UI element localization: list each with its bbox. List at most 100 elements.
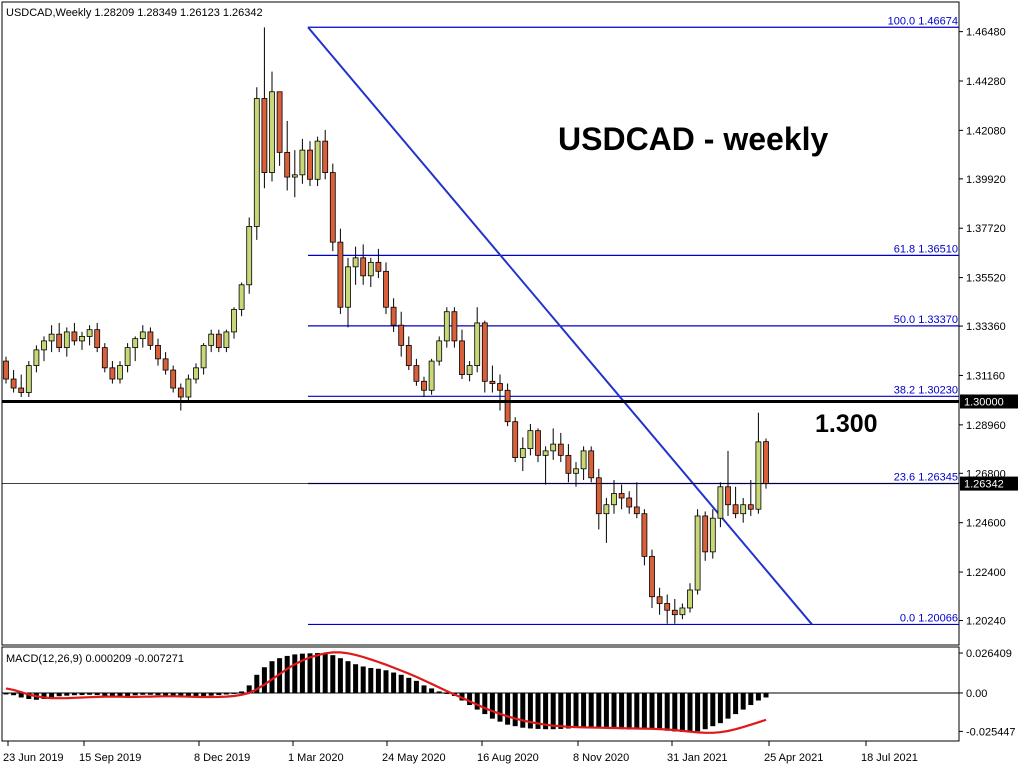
macd-bar bbox=[56, 692, 62, 697]
level-annotation: 1.300 bbox=[815, 410, 878, 438]
macd-bar bbox=[3, 692, 9, 695]
macd-bar bbox=[18, 692, 24, 698]
macd-label: MACD(12,26,9) 0.000209 -0.007271 bbox=[6, 653, 184, 665]
x-tick-label: 18 Jul 2021 bbox=[861, 752, 918, 764]
macd-bar bbox=[527, 692, 533, 729]
y-tick-label: 1.44280 bbox=[966, 76, 1006, 88]
candle-body bbox=[405, 344, 412, 366]
macd-bar bbox=[649, 692, 655, 730]
macd-bar bbox=[368, 668, 374, 693]
candle-body bbox=[360, 257, 367, 277]
trendline bbox=[307, 26, 813, 626]
candle-body bbox=[155, 344, 161, 360]
candles bbox=[3, 27, 769, 624]
candle-body bbox=[725, 486, 731, 506]
candle-body bbox=[611, 493, 617, 506]
price-tag-box bbox=[960, 394, 1018, 409]
macd-bar bbox=[748, 692, 754, 706]
candle-body bbox=[208, 333, 215, 346]
candle-body bbox=[261, 98, 268, 173]
macd-bar bbox=[664, 692, 670, 731]
macd-bar bbox=[223, 692, 229, 695]
trendline-layer bbox=[307, 26, 813, 626]
candle-body bbox=[276, 91, 283, 153]
macd-bar bbox=[672, 692, 678, 732]
macd-bar bbox=[155, 692, 161, 696]
candle-body bbox=[633, 506, 640, 515]
candle-body bbox=[33, 349, 40, 366]
macd-bar bbox=[117, 692, 123, 697]
fib-label-0: 100.0 1.46674 bbox=[888, 15, 958, 27]
x-tick-label: 23 Jun 2019 bbox=[3, 752, 64, 764]
candle-body bbox=[656, 596, 663, 604]
macd-bar bbox=[353, 664, 359, 693]
candle-body bbox=[755, 441, 762, 510]
candle-body bbox=[185, 378, 192, 398]
macd-axis: 0.026409 0.00 -0.025447 bbox=[959, 648, 1016, 738]
macd-tick-label: -0.025447 bbox=[966, 726, 1016, 738]
macd-bar bbox=[292, 654, 298, 693]
candle-body bbox=[215, 333, 222, 349]
candle-body bbox=[527, 430, 534, 450]
candle-body bbox=[41, 340, 47, 351]
macd-bar bbox=[345, 661, 351, 693]
macd-bar bbox=[79, 692, 85, 696]
candle-body bbox=[481, 322, 488, 382]
candle-body bbox=[428, 360, 435, 391]
macd-bar bbox=[185, 692, 191, 698]
macd-bar bbox=[444, 692, 450, 694]
candle-body bbox=[565, 454, 572, 474]
candle-body bbox=[390, 306, 397, 326]
candle-body bbox=[466, 365, 473, 375]
candle-body bbox=[25, 365, 32, 393]
time-axis: 23 Jun 2019 15 Sep 2019 8 Dec 2019 1 Mar 20… bbox=[3, 741, 918, 764]
price-tags: 1.30000 1.26342 bbox=[960, 394, 1018, 491]
macd-bar bbox=[269, 661, 275, 693]
candle-body bbox=[193, 367, 199, 380]
price-axis: 1.46480 1.44280 1.42080 1.39920 1.37720 1.355… bbox=[959, 27, 1006, 628]
macd-bar bbox=[246, 685, 252, 693]
y-tick-label: 1.28960 bbox=[966, 420, 1006, 432]
macd-tick-label: 0.00 bbox=[966, 688, 987, 700]
macd-bar bbox=[520, 692, 526, 728]
candle-body bbox=[497, 383, 503, 391]
candle-body bbox=[383, 270, 389, 308]
macd-bar bbox=[588, 692, 594, 728]
macd-bar bbox=[71, 692, 77, 696]
candle-body bbox=[649, 555, 655, 598]
candle-body bbox=[375, 261, 382, 272]
candle-body bbox=[550, 443, 557, 452]
candle-body bbox=[519, 448, 526, 458]
candle-body bbox=[687, 589, 693, 609]
fib-label-5: 0.0 1.20066 bbox=[900, 612, 958, 624]
macd-bar bbox=[102, 692, 108, 696]
candle-body bbox=[291, 174, 298, 178]
main-panel-frame bbox=[1, 1, 960, 646]
chart-title: USDCAD - weekly bbox=[558, 121, 829, 157]
macd-bar bbox=[565, 692, 571, 729]
fibonacci-levels: 100.0 1.46674 61.8 1.36510 50.0 1.33370 38.… bbox=[308, 15, 959, 626]
macd-bar bbox=[398, 674, 404, 693]
candle-body bbox=[694, 515, 701, 591]
x-tick-label: 31 Jan 2021 bbox=[667, 752, 728, 764]
y-tick-label: 1.37720 bbox=[966, 223, 1006, 235]
candle-body bbox=[557, 443, 564, 456]
price-tag-label: 1.30000 bbox=[964, 396, 1004, 408]
macd-bar bbox=[763, 692, 769, 698]
macd-bar bbox=[687, 692, 693, 733]
macd-bar bbox=[634, 692, 640, 730]
macd-bar bbox=[94, 692, 100, 696]
candle-body bbox=[170, 369, 177, 389]
macd-bar bbox=[596, 692, 602, 729]
macd-bar bbox=[193, 692, 199, 698]
candle-body bbox=[147, 331, 154, 346]
macd-bar bbox=[429, 688, 435, 693]
candle-body bbox=[717, 486, 724, 519]
candle-body bbox=[79, 336, 85, 342]
macd-bar bbox=[231, 692, 237, 694]
macd-indicator bbox=[2, 651, 959, 734]
symbol-header: USDCAD,Weekly 1.28209 1.28349 1.26123 1.… bbox=[6, 7, 263, 19]
candle-body bbox=[101, 347, 108, 369]
candle-body bbox=[702, 515, 709, 553]
